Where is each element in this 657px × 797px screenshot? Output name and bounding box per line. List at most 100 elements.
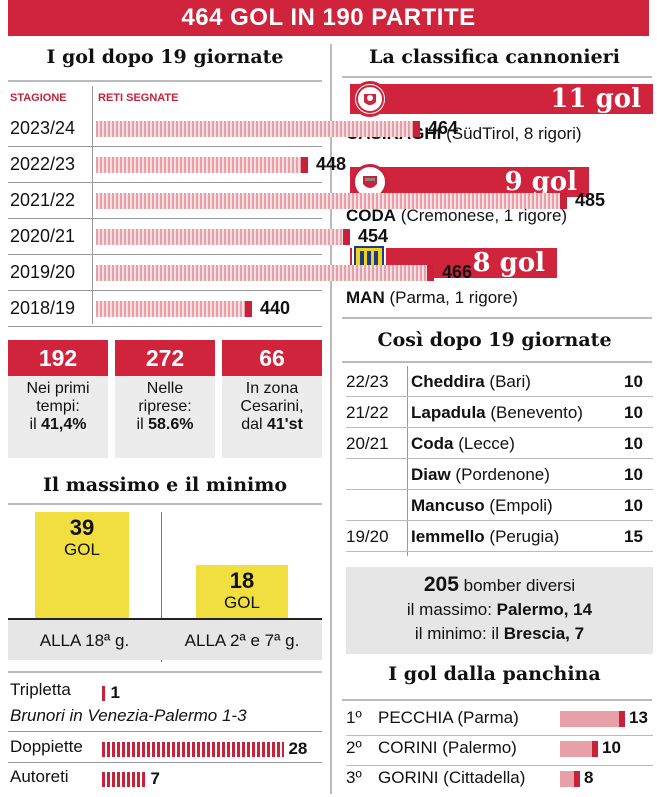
season-label: 2022/23 xyxy=(10,154,76,174)
bench-goals: 13 xyxy=(629,708,648,727)
goals-bar xyxy=(96,229,350,245)
max-goals-unit: GOL xyxy=(64,540,100,559)
bench-goals: 10 xyxy=(602,738,621,757)
stat-line-last: dal 41'st xyxy=(222,416,322,434)
row-divider xyxy=(346,551,653,552)
sudtirol-logo-icon xyxy=(352,81,388,117)
goals-value: 466 xyxy=(442,262,473,282)
row-divider xyxy=(8,290,322,291)
stat-percent: 58.6% xyxy=(148,416,194,433)
history-scorer: Lapadula (Benevento) xyxy=(411,397,583,428)
scorer-3-detail: (Parma, 1 rigore) xyxy=(384,288,518,307)
scorer-2-detail: (Cremonese, 1 rigore) xyxy=(396,206,568,225)
season-label: 2021/22 xyxy=(10,190,76,210)
max-goals-number: 39 xyxy=(69,515,95,540)
bench-name: GORINI (Cittadella) xyxy=(378,768,526,787)
goals-bar xyxy=(96,193,567,209)
main-title: 464 GOL IN 190 PARTITE xyxy=(8,0,649,36)
history-name: Iemmello xyxy=(411,527,485,546)
history-name: Diaw xyxy=(411,465,451,484)
autoreti-label: Autoreti xyxy=(10,767,69,786)
stat-prefix: dal xyxy=(241,416,267,433)
stat-line-last: il 58.6% xyxy=(115,416,215,434)
bench-bar xyxy=(560,711,625,727)
scorer-1-bar: 11 gol xyxy=(350,84,653,114)
history-goals: 10 xyxy=(624,465,643,484)
goals-value: 440 xyxy=(260,298,291,318)
goals-value: 464 xyxy=(428,118,459,138)
row-divider xyxy=(8,218,322,219)
stat-prefix: il xyxy=(136,416,149,433)
max-label: ALLA 18ª g. xyxy=(39,631,130,650)
stat-line: tempi: xyxy=(36,398,80,415)
bench-name: PECCHIA (Parma) xyxy=(378,708,519,727)
tripletta-bar: 1 xyxy=(102,683,120,703)
autoreti-value: 7 xyxy=(150,769,160,788)
goals-title: I gol dopo 19 giornate xyxy=(46,46,284,68)
history-team: (Pordenone) xyxy=(450,465,550,484)
maxmin-divider xyxy=(161,512,162,662)
min-goals-unit: GOL xyxy=(224,593,260,612)
summary-line-1: 205 bomber diversi xyxy=(346,573,653,598)
bench-bar xyxy=(560,771,580,787)
stat-percent: 41'st xyxy=(266,416,303,433)
bench-rank: 3º xyxy=(346,768,362,787)
history-goals: 10 xyxy=(624,434,643,453)
history-scorer: Diaw (Pordenone) xyxy=(411,459,550,490)
row-divider xyxy=(8,254,322,255)
summary-max-text: il massimo: xyxy=(406,600,497,619)
max-goals-bar: 39 GOL xyxy=(35,512,129,618)
divider xyxy=(8,503,322,505)
row-divider xyxy=(346,427,653,428)
autoreti-bar: 7 xyxy=(102,769,160,789)
row-divider xyxy=(8,182,322,183)
summary-count-text: bomber diversi xyxy=(458,576,576,595)
history-team: (Empoli) xyxy=(484,496,553,515)
tripletta-value: 1 xyxy=(110,683,120,702)
scorer-2-text: CODA (Cremonese, 1 rigore) xyxy=(346,206,567,226)
history-name: Mancuso xyxy=(411,496,485,515)
row-divider xyxy=(346,735,653,736)
doppiette-value: 28 xyxy=(288,739,308,758)
row-divider xyxy=(346,458,653,459)
row-divider xyxy=(346,520,653,521)
season-label: 2018/19 xyxy=(10,298,76,318)
scorer-3-text: MAN (Parma, 1 rigore) xyxy=(346,288,518,308)
row-divider xyxy=(8,326,322,327)
scorers-title: La classifica cannonieri xyxy=(369,46,620,68)
stat-line: Nei primi xyxy=(26,380,90,397)
bench-bar xyxy=(560,741,598,757)
doppiette-ticks xyxy=(102,742,284,758)
stat-line: Cesarini, xyxy=(240,398,304,415)
history-team: (Lecce) xyxy=(453,434,515,453)
divider xyxy=(342,76,652,78)
history-scorer: Iemmello (Perugia) xyxy=(411,521,559,552)
summary-line-3: il minimo: il Brescia, 7 xyxy=(346,622,653,646)
stat-text: Nelle riprese: il 58.6% xyxy=(115,376,215,434)
doppiette-bar: 28 xyxy=(102,739,307,759)
summary-line-2: il massimo: Palermo, 14 xyxy=(346,598,653,622)
history-goals: 10 xyxy=(624,403,643,422)
tripletta-tick xyxy=(102,686,106,702)
goals-value: 448 xyxy=(316,154,347,174)
stat-line: riprese: xyxy=(138,398,192,415)
divider xyxy=(8,80,322,82)
history-team: (Perugia) xyxy=(484,527,560,546)
maxmin-title: Il massimo e il minimo xyxy=(42,474,288,496)
bench-name: CORINI (Palermo) xyxy=(378,738,517,757)
baseline xyxy=(8,618,322,620)
history-name: Coda xyxy=(411,434,454,453)
row-divider xyxy=(346,396,653,397)
tripletta-label: Tripletta xyxy=(10,680,71,699)
goals-bar xyxy=(96,265,434,281)
autoreti-ticks xyxy=(102,772,146,788)
divider xyxy=(8,671,322,673)
stat-line-last: il 41,4% xyxy=(8,416,108,434)
summary-box: 205 bomber diversi il massimo: Palermo, … xyxy=(346,567,653,654)
column-separator xyxy=(330,44,332,794)
min-label: ALLA 2ª e 7ª g. xyxy=(184,631,300,650)
column-divider xyxy=(92,86,93,324)
divider xyxy=(8,762,322,763)
history-season: 22/23 xyxy=(346,372,389,391)
bench-goals: 8 xyxy=(584,768,594,787)
